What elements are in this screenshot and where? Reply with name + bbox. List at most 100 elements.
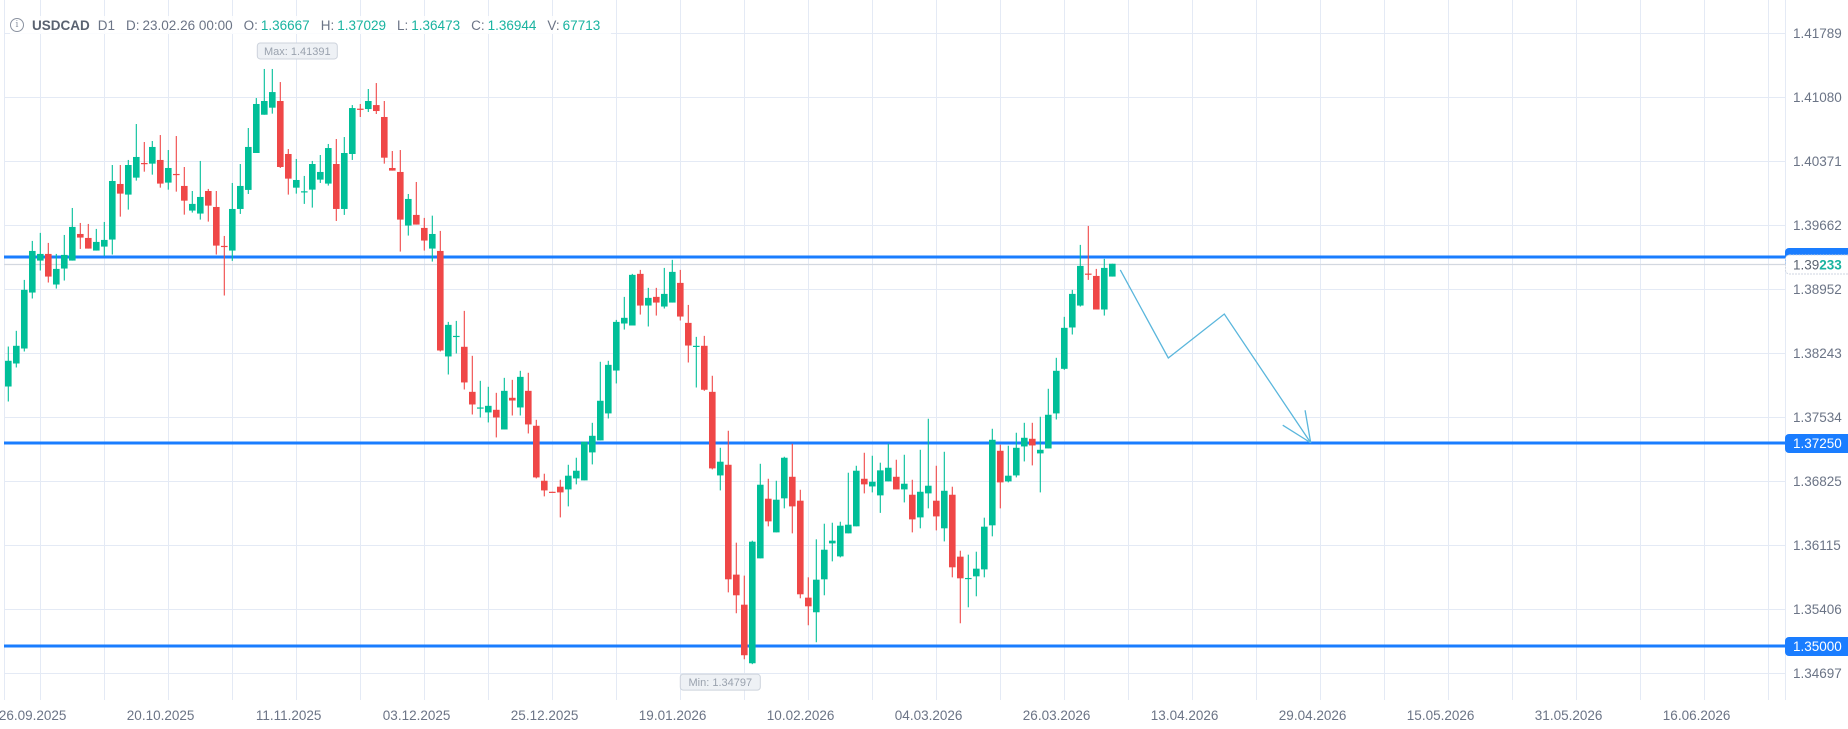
candle-body xyxy=(141,163,148,165)
candle-bearish xyxy=(213,190,220,255)
candle-bullish xyxy=(1069,289,1076,335)
candle-body xyxy=(981,526,988,570)
candle-body xyxy=(413,214,420,225)
volume-value: 67713 xyxy=(562,17,601,33)
date-tick-label: 04.03.2026 xyxy=(895,708,963,723)
timeframe-label: D1 xyxy=(97,17,116,33)
candle-bearish xyxy=(373,83,380,115)
candle-bearish xyxy=(205,188,212,222)
price-tick-label: 1.37534 xyxy=(1793,410,1842,425)
candle-bullish xyxy=(69,207,76,261)
candle-bearish xyxy=(933,465,940,531)
candle-body xyxy=(157,159,164,184)
candle-bullish xyxy=(565,464,572,507)
candle-bullish xyxy=(845,472,852,534)
candle-bullish xyxy=(53,253,60,289)
candle-bullish xyxy=(693,336,700,388)
candle-bullish xyxy=(309,160,316,208)
marker-label: Max: 1.41391 xyxy=(264,46,331,58)
candle-body xyxy=(725,464,732,580)
date-tick-label: 29.04.2026 xyxy=(1279,708,1347,723)
candle-bearish xyxy=(533,419,540,479)
candle-body xyxy=(317,171,324,180)
horizontal-levels[interactable] xyxy=(4,255,1785,648)
price-tick-label: 1.34697 xyxy=(1793,666,1842,681)
candle-bullish xyxy=(981,517,988,578)
candle-body xyxy=(69,226,76,261)
candle-body xyxy=(277,101,284,167)
candle-bearish xyxy=(893,459,900,490)
candle-body xyxy=(365,101,372,110)
level-price-tag xyxy=(1785,434,1848,453)
price-axis[interactable]: 1.41789 1.41080 1.40371 1.39662 1.38952 1.382… xyxy=(1785,26,1848,681)
candle-body xyxy=(637,273,644,306)
candle-bearish xyxy=(957,550,964,624)
candle-body xyxy=(1109,263,1116,277)
candle-body xyxy=(133,156,140,178)
candle-body xyxy=(389,167,396,171)
close-label: C: xyxy=(471,17,485,33)
candle-bullish xyxy=(965,554,972,608)
candle-bullish xyxy=(21,279,28,352)
candle-bullish xyxy=(589,422,596,465)
candle-bullish xyxy=(1109,263,1116,277)
candle-body xyxy=(885,467,892,482)
candle-bearish xyxy=(677,269,684,321)
candle-bullish xyxy=(501,377,508,430)
candle-body xyxy=(213,206,220,246)
candle-bearish xyxy=(173,136,180,192)
candle-body xyxy=(381,116,388,158)
candle-body xyxy=(805,597,812,607)
candle-bullish xyxy=(453,320,460,354)
candle-bullish xyxy=(477,380,484,418)
low-value: 1.36473 xyxy=(411,17,461,33)
candle-bullish xyxy=(405,193,412,236)
candle-bullish xyxy=(973,551,980,597)
candle-bearish xyxy=(221,235,228,296)
candle-body xyxy=(957,556,964,579)
candle-body xyxy=(541,480,548,491)
candle-bullish xyxy=(293,158,300,194)
ohlc-legend: i USDCAD D1 D: 23.02.26 00:00 O: 1.36667… xyxy=(10,16,612,34)
projection-path[interactable] xyxy=(1119,269,1312,444)
extreme-markers: Max: 1.41391 Min: 1.34797 xyxy=(256,42,761,691)
candle-bullish xyxy=(989,428,996,537)
candle-body xyxy=(1029,438,1036,446)
candle-bullish xyxy=(629,273,636,326)
candle-bullish xyxy=(621,296,628,330)
candle-bullish xyxy=(1061,316,1068,370)
candle-bullish xyxy=(301,175,308,204)
candle-body xyxy=(597,400,604,441)
volume-label: V: xyxy=(547,17,560,33)
candle-bullish xyxy=(917,449,924,529)
candle-bullish xyxy=(781,456,788,509)
price-tick-label: 1.39662 xyxy=(1793,218,1842,233)
candle-body xyxy=(757,484,764,559)
candle-bearish xyxy=(421,217,428,251)
candle-bullish xyxy=(717,447,724,491)
candle-bullish xyxy=(445,321,452,375)
candle-body xyxy=(893,476,900,490)
candle-body xyxy=(1005,475,1012,482)
price-tick-label: 1.35406 xyxy=(1793,602,1842,617)
candle-body xyxy=(837,525,844,557)
candle-body xyxy=(245,146,252,190)
candle-bullish xyxy=(581,441,588,481)
candle-body xyxy=(821,549,828,580)
candle-body xyxy=(269,92,276,108)
candle-bullish xyxy=(341,137,348,215)
info-icon[interactable]: i xyxy=(10,18,24,32)
projection-arrow[interactable] xyxy=(1119,269,1312,444)
candle-bearish xyxy=(437,230,444,352)
candle-bearish xyxy=(797,489,804,599)
candle-bearish xyxy=(701,335,708,391)
candle-body xyxy=(53,268,60,285)
time-axis[interactable]: 26.09.2025 20.10.2025 11.11.2025 03.12.2025… xyxy=(0,708,1730,723)
candle-bearish xyxy=(493,392,500,438)
candle-body xyxy=(781,457,788,499)
candle-body xyxy=(173,173,180,176)
candle-bullish xyxy=(325,143,332,186)
candle-body xyxy=(333,164,340,209)
current-price-label: 1.39233 xyxy=(1793,258,1842,273)
